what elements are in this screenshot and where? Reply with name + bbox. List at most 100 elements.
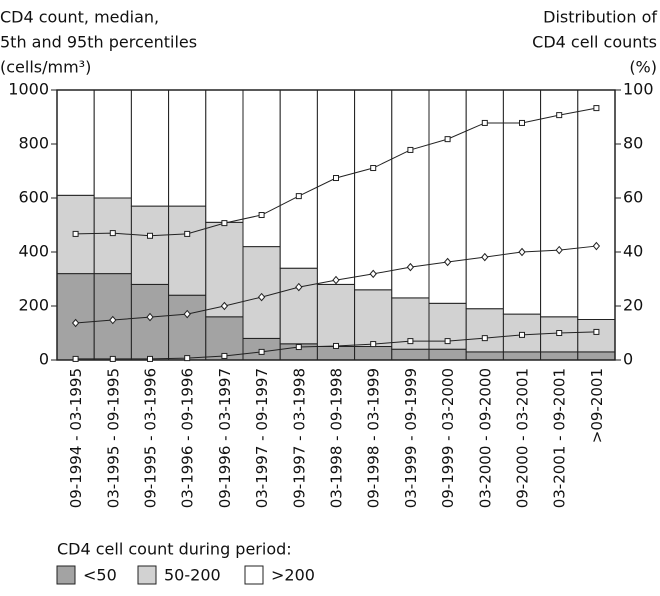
marker [407,338,414,345]
bar-segment [428,348,467,361]
marker [220,301,229,311]
y-tick-label: 600 [18,188,49,207]
y2-tick-label: 40 [623,242,643,261]
bar-segment [168,294,207,361]
marker [444,136,451,143]
y2-tick-label: 20 [623,296,643,315]
marker [481,119,488,126]
legend-swatch [56,565,76,585]
y2-axis-label: CD4 cell counts [532,33,657,52]
x-tick-label: 03-1996 - 09-1996 [179,368,197,508]
x-tick-label: 03-1997 - 09-1997 [253,368,271,508]
marker [592,241,601,251]
plot-frame [56,89,616,361]
bar-segment [316,283,356,347]
bar-segment [130,205,170,285]
x-tick-label: 03-1999 - 09-1999 [402,368,420,508]
marker [556,330,563,336]
bar-segment [540,89,579,318]
bar-segment [56,273,95,361]
y-tick-label: 400 [18,242,49,261]
bar-segment [391,348,430,361]
x-tick-label: 09-1996 - 03-1997 [216,368,234,508]
marker [184,230,191,237]
legend-label: <50 [83,566,117,585]
bar-segment [577,351,616,361]
marker [444,338,451,345]
y-tick-label: 1000 [8,80,49,99]
bar-segment [465,89,504,310]
marker [295,344,302,351]
bar-segment [354,89,393,291]
bar-segment [428,89,467,304]
y-axis-label: (cells/mm³) [0,58,91,77]
bar-segment [56,89,95,196]
bar-segment [130,283,170,361]
x-tick-label: 09-1999 - 03-2000 [439,368,457,508]
y2-tick-label: 100 [623,80,654,99]
bar-segment [354,289,393,347]
marker [481,252,489,262]
marker [295,282,303,292]
marker [332,275,340,285]
bar-segment [354,346,393,361]
x-tick-label: 09-1997 - 03-1998 [290,368,308,508]
bar-segment [540,351,579,361]
y-tick-label: 200 [18,296,49,315]
marker [593,105,600,112]
bar-segment [205,89,244,223]
marker [481,335,488,342]
x-tick-label: 03-1998 - 09-1998 [328,368,346,508]
bar-segment [316,89,356,285]
bar-segment [242,246,281,339]
y2-tick-label: 0 [623,350,633,369]
marker [370,341,377,348]
bar-segment [465,308,504,353]
y2-axis-label: Distribution of [543,8,657,27]
y-tick-label: 800 [18,134,49,153]
marker [147,232,153,239]
marker [556,112,563,119]
x-tick-label: 03-1995 - 09-1995 [104,368,122,508]
x-tick-label: 03-2000 - 09-2000 [476,368,494,508]
marker [71,318,80,328]
marker [333,342,339,349]
marker [72,355,79,362]
bar-segment [168,89,207,207]
bar-segment [577,89,616,320]
marker [146,312,154,322]
legend-label: >200 [271,566,315,585]
marker [369,269,377,279]
marker [109,355,116,362]
bar-segment [205,221,244,318]
marker [333,175,339,182]
marker [407,146,414,153]
bar-segment [130,89,170,207]
y2-tick-label: 80 [623,134,643,153]
bar-segment [168,205,207,296]
bar-segment [279,267,318,345]
bar-segment [93,89,132,199]
marker [443,257,452,267]
bar-segment [577,319,616,353]
y2-tick-label: 60 [623,188,643,207]
marker [221,352,228,359]
marker [518,247,526,257]
legend-swatch [244,565,264,585]
marker [147,355,153,362]
x-tick-label: 09-2000 - 03-2001 [514,368,532,508]
marker [221,220,228,227]
y2-axis-label: (%) [629,58,657,77]
marker [519,331,525,338]
y-axis-label: 5th and 95th percentiles [0,33,197,52]
legend-title: CD4 cell count during period: [57,540,292,559]
bar-segment [502,351,542,361]
x-tick-label: 09-1995 - 03-1996 [142,368,160,508]
x-tick-label: 03-2001 - 09-2001 [551,368,569,508]
marker [257,292,266,302]
marker [109,230,116,237]
marker [519,119,525,126]
marker [72,230,79,237]
marker [183,309,191,319]
marker [184,355,191,362]
